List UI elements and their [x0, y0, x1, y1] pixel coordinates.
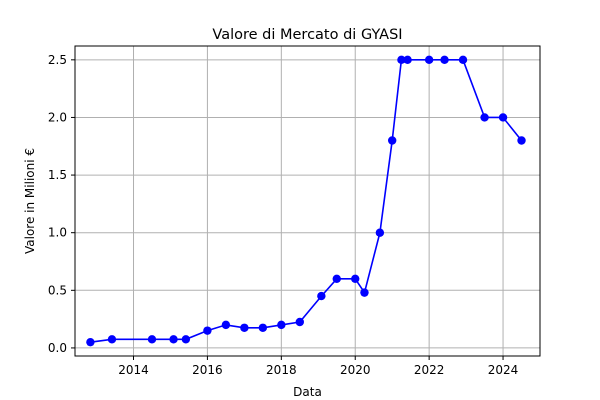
data-point [480, 113, 489, 122]
data-point [277, 320, 286, 330]
data-point [351, 274, 360, 283]
x-tick-label: 2018 [266, 363, 297, 377]
data-point [403, 55, 412, 65]
data-point [169, 335, 178, 344]
data-point [317, 291, 326, 301]
data-point [424, 55, 434, 65]
chart-title: Valore di Mercato di GYASI [212, 27, 402, 43]
data-point [332, 274, 341, 283]
series [86, 55, 526, 347]
data-point [221, 320, 231, 330]
data-point [517, 136, 526, 145]
data-point [258, 323, 268, 332]
y-axis-label: Valore in Milioni € [23, 148, 37, 254]
data-point [387, 136, 397, 145]
grid [75, 46, 540, 356]
y-tick-label: 0.5 [48, 283, 67, 297]
y-tick-label: 2.5 [48, 53, 67, 67]
data-point [295, 317, 305, 327]
x-tick-label: 2016 [192, 363, 223, 377]
x-tick-label: 2014 [118, 363, 149, 377]
data-point [203, 326, 212, 335]
data-point [360, 288, 369, 297]
x-tick-label: 2020 [340, 363, 371, 377]
data-point [107, 335, 117, 344]
data-point [440, 55, 449, 65]
data-point [240, 323, 249, 332]
data-point [375, 228, 385, 237]
x-tick-label: 2022 [414, 363, 445, 377]
data-point [397, 55, 406, 65]
x-tick-label: 2024 [488, 363, 519, 377]
y-tick-label: 1.5 [48, 168, 67, 182]
plot-area [74, 45, 541, 357]
data-point [86, 337, 95, 347]
axis-ticks: 2014 2016 2018 2020 2022 2024 0.0 0.5 1.0 1.5 2.0 2… [48, 53, 518, 377]
y-tick-label: 2.0 [48, 110, 67, 124]
y-tick-label: 1.0 [48, 226, 67, 240]
x-axis-label: Data [293, 385, 322, 399]
data-point [181, 335, 191, 344]
data-point [458, 55, 468, 65]
data-point [498, 113, 508, 122]
data-point [147, 335, 157, 344]
y-tick-label: 0.0 [48, 341, 67, 355]
